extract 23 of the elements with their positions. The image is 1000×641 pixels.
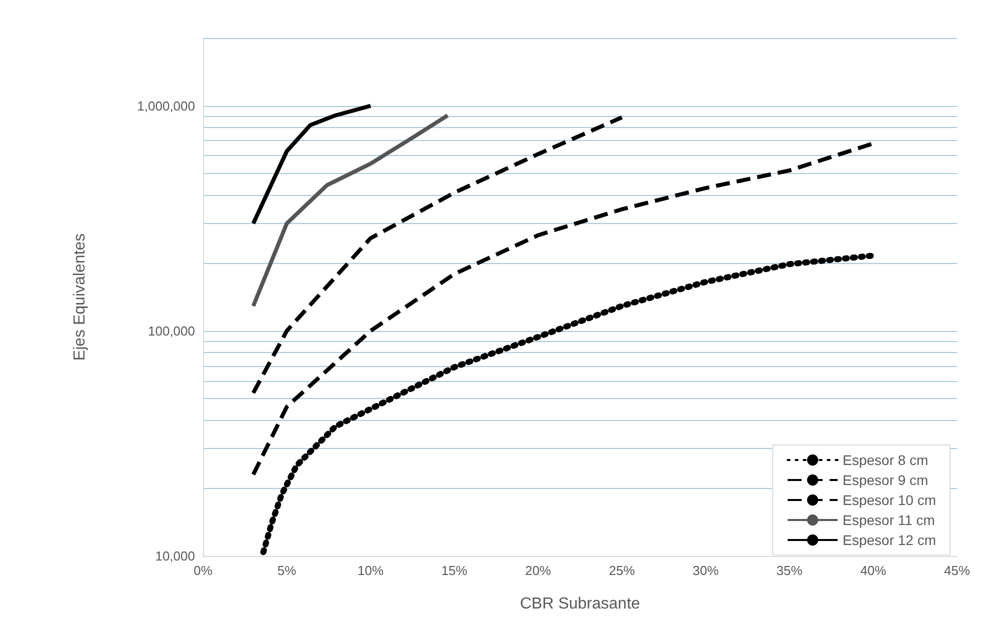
x-tick-label: 25% <box>608 563 636 578</box>
x-tick-label: 10% <box>358 563 384 578</box>
x-tick-label: 20% <box>525 563 552 578</box>
legend-label: Espesor 9 cm <box>842 472 928 488</box>
legend-label: Espesor 10 cm <box>842 492 936 508</box>
y-tick-label: 1,000,000 <box>137 98 195 114</box>
x-tick-label: 30% <box>692 563 720 578</box>
y-tick-label: 10,000 <box>155 548 195 564</box>
x-tick-label: 35% <box>776 563 803 578</box>
x-tick-label: 5% <box>277 563 297 578</box>
line-series <box>251 115 624 395</box>
x-tick-label: 45% <box>944 563 970 578</box>
x-tick-label: 15% <box>441 563 468 578</box>
legend-label: Espesor 12 cm <box>842 532 936 548</box>
line-series <box>251 104 373 226</box>
x-tick-label: 40% <box>860 563 887 578</box>
legend-label: Espesor 8 cm <box>842 452 928 468</box>
x-axis-title: CBR Subrasante <box>520 596 640 612</box>
y-tick-label: 100,000 <box>148 323 195 338</box>
y-axis-title: Ejes Equivalentes <box>72 233 88 361</box>
x-tick-label: 0% <box>194 563 213 578</box>
legend-label: Espesor 11 cm <box>842 512 935 528</box>
line-series <box>251 113 450 308</box>
